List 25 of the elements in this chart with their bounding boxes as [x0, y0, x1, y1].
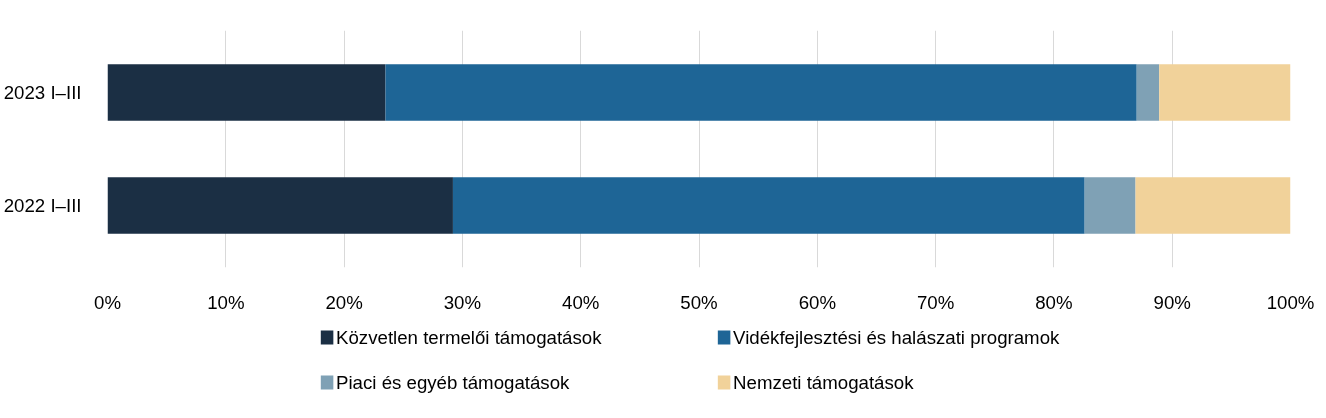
bar	[1136, 64, 1160, 121]
legend-label: Nemzeti támogatások	[733, 372, 915, 393]
y-tick-label: 2022 I–III	[3, 194, 82, 216]
bar	[107, 64, 386, 121]
x-tick-label: 30%	[443, 291, 482, 313]
x-tick-label: 80%	[1035, 291, 1073, 313]
x-tick-label: 0%	[94, 291, 121, 313]
x-tick-label: 20%	[325, 291, 363, 313]
x-tick-label: 90%	[1153, 291, 1191, 313]
legend-label: Piaci és egyéb támogatások	[336, 372, 571, 393]
bar	[1159, 64, 1291, 121]
bar	[452, 177, 1085, 234]
x-tick-label: 60%	[798, 291, 836, 313]
x-tick-label: 40%	[562, 291, 600, 313]
y-tick-label: 2023 I–III	[3, 82, 82, 104]
legend-label: Közvetlen termelői támogatások	[336, 327, 603, 348]
bar	[1135, 177, 1291, 234]
x-tick-label: 100%	[1266, 291, 1315, 313]
legend-label: Vidékfejlesztési és halászati programok	[733, 327, 1061, 348]
x-tick-label: 50%	[680, 291, 718, 313]
bar	[385, 64, 1137, 121]
bar	[107, 177, 453, 234]
x-tick-label: 10%	[207, 291, 245, 313]
x-tick-label: 70%	[916, 291, 955, 313]
bar	[1084, 177, 1136, 234]
